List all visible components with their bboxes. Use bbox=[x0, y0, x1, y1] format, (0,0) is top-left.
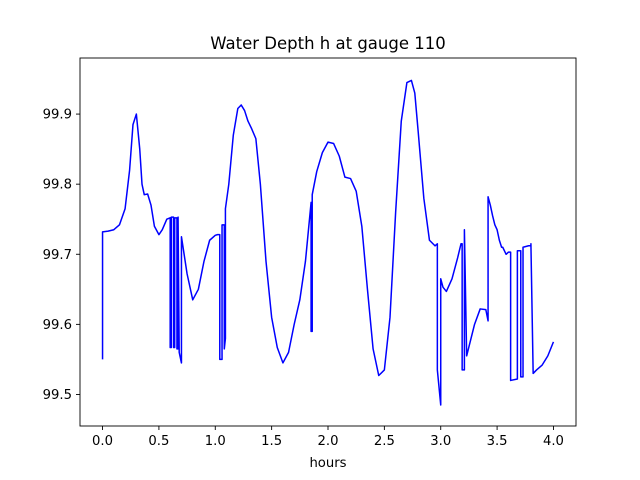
x-tick-label: 3.5 bbox=[487, 434, 508, 449]
x-tick-label: 4.0 bbox=[543, 434, 564, 449]
y-axis: 99.5 99.6 99.7 99.8 99.9 bbox=[43, 108, 80, 403]
y-tick-label: 99.7 bbox=[43, 248, 72, 263]
y-tick-label: 99.9 bbox=[43, 108, 72, 123]
x-tick-label: 2.0 bbox=[318, 434, 339, 449]
x-tick-label: 0.5 bbox=[148, 434, 169, 449]
x-tick-label: 3.0 bbox=[430, 434, 451, 449]
y-tick-label: 99.8 bbox=[43, 178, 72, 193]
chart-title: Water Depth h at gauge 110 bbox=[210, 34, 445, 53]
plot-background bbox=[80, 58, 576, 426]
x-tick-label: 1.0 bbox=[205, 434, 226, 449]
x-axis: 0.0 0.5 1.0 1.5 2.0 2.5 3.0 3.5 4.0 bbox=[92, 426, 564, 449]
x-tick-label: 0.0 bbox=[92, 434, 113, 449]
x-axis-label: hours bbox=[309, 456, 346, 471]
x-tick-label: 2.5 bbox=[374, 434, 395, 449]
x-tick-label: 1.5 bbox=[261, 434, 282, 449]
y-tick-label: 99.6 bbox=[43, 318, 72, 333]
plot-area bbox=[79, 57, 577, 427]
series-line bbox=[101, 79, 555, 406]
y-tick-label: 99.5 bbox=[43, 388, 72, 403]
